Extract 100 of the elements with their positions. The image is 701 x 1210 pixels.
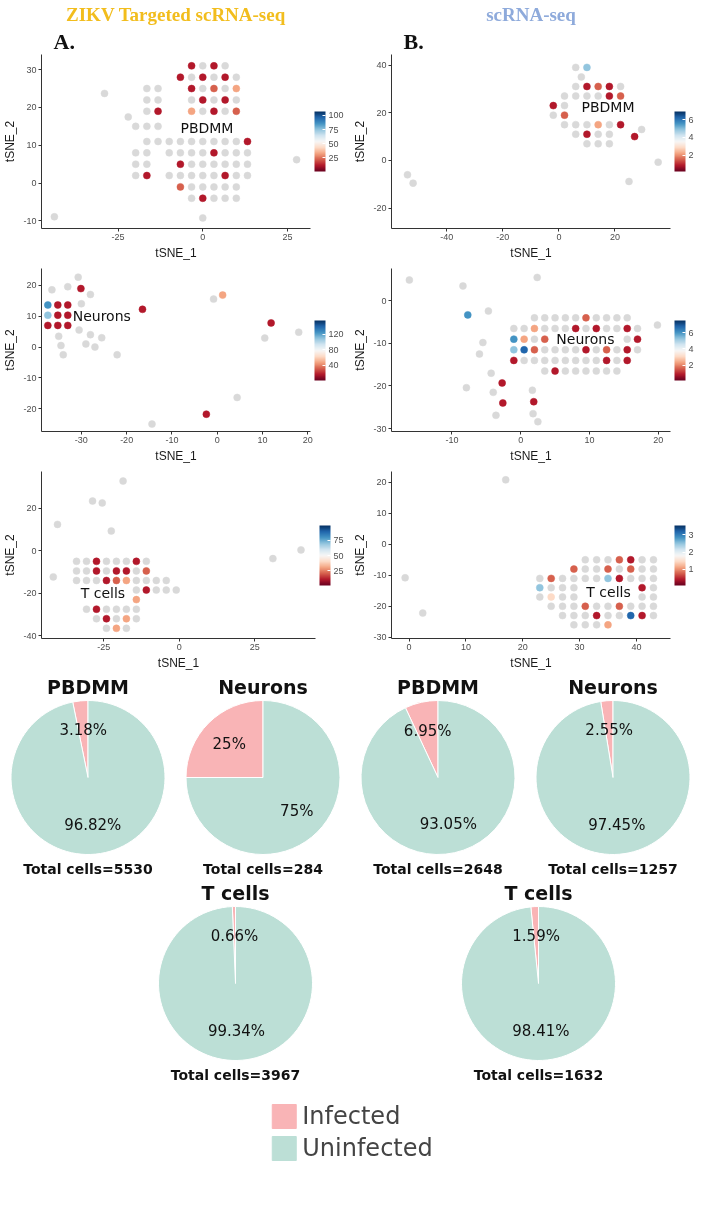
annotation: PBDMM bbox=[581, 98, 635, 115]
y-tick-label: -10 bbox=[373, 570, 387, 581]
chart-title: T cells bbox=[201, 881, 270, 904]
y-tick-label: -30 bbox=[373, 632, 387, 643]
chart-title: T cells bbox=[504, 881, 573, 904]
data-label: 75% bbox=[280, 802, 314, 821]
annotation: Neurons bbox=[72, 308, 131, 325]
y-axis-title: tSNE_2 bbox=[3, 120, 18, 163]
y-tick-label: 0 bbox=[381, 539, 387, 550]
text: Total cells=2648 bbox=[373, 860, 503, 877]
x-tick-label: 20 bbox=[302, 434, 313, 445]
x-tick-label: 10 bbox=[460, 641, 471, 652]
y-tick-label: -20 bbox=[23, 588, 37, 599]
x-tick-label: 25 bbox=[282, 231, 293, 242]
color-bar-label: 6 bbox=[688, 114, 694, 125]
x-tick-label: 10 bbox=[257, 434, 268, 445]
x-tick-label: 20 bbox=[517, 641, 528, 652]
x-tick-label: -20 bbox=[496, 231, 510, 242]
x-tick-label: -10 bbox=[445, 434, 459, 445]
text: Total cells=284 bbox=[203, 860, 324, 877]
color-bar-label: 120 bbox=[328, 329, 344, 340]
y-axis-title: tSNE_2 bbox=[3, 534, 18, 576]
color-bar-label: 75 bbox=[333, 535, 344, 546]
chart-title: ZIKV Targeted scRNA-seq bbox=[66, 3, 286, 25]
legend-label: Uninfected bbox=[302, 1133, 433, 1163]
annotation: Neurons bbox=[556, 330, 615, 347]
y-tick-label: 20 bbox=[26, 280, 37, 291]
data-label: 99.34% bbox=[207, 1022, 266, 1041]
y-tick-label: 40 bbox=[376, 60, 387, 70]
chart-title: PBDMM bbox=[397, 675, 479, 698]
x-tick-label: -25 bbox=[111, 231, 125, 242]
color-bar-label: 6 bbox=[688, 327, 694, 338]
x-tick-label: 0 bbox=[214, 434, 220, 445]
text: Total cells=5530 bbox=[23, 860, 154, 877]
y-axis-title: tSNE_2 bbox=[353, 329, 368, 371]
legend-label: Infected bbox=[302, 1101, 401, 1131]
x-tick-label: -10 bbox=[165, 434, 179, 445]
x-tick-label: 0 bbox=[176, 641, 182, 652]
chart-subtitle: A. bbox=[53, 28, 75, 54]
x-tick-label: -30 bbox=[74, 434, 88, 445]
data-label: 97.45% bbox=[588, 816, 646, 835]
data-label: 6.95% bbox=[403, 721, 452, 740]
x-axis-title: tSNE_1 bbox=[510, 655, 552, 670]
text: Total cells=3967 bbox=[170, 1066, 301, 1083]
x-axis-title: tSNE_1 bbox=[510, 245, 552, 260]
annotation: PBDMM bbox=[180, 119, 234, 136]
x-tick-label: 0 bbox=[518, 434, 524, 445]
y-tick-label: 10 bbox=[26, 311, 37, 322]
y-tick-label: 0 bbox=[381, 295, 387, 306]
color-bar-label: 50 bbox=[333, 550, 344, 561]
x-axis-title: tSNE_1 bbox=[157, 655, 200, 670]
chart-title: PBDMM bbox=[47, 675, 129, 698]
annotation: T cells bbox=[79, 585, 126, 602]
data-label: 98.41% bbox=[512, 1022, 570, 1041]
x-tick-label: 20 bbox=[609, 231, 620, 242]
y-tick-label: -10 bbox=[23, 372, 37, 383]
y-tick-label: 30 bbox=[26, 64, 37, 75]
annotation: T cells bbox=[585, 584, 631, 601]
y-axis-title: tSNE_2 bbox=[353, 534, 368, 576]
text: Total cells=1257 bbox=[548, 860, 678, 877]
x-tick-label: -20 bbox=[120, 434, 134, 445]
y-tick-label: 0 bbox=[31, 178, 37, 189]
color-bar-label: 3 bbox=[688, 529, 694, 540]
x-axis-title: tSNE_1 bbox=[155, 245, 197, 260]
data-label: 93.05% bbox=[419, 815, 477, 834]
data-label: 96.82% bbox=[64, 816, 122, 834]
y-tick-label: 0 bbox=[31, 545, 37, 556]
x-tick-label: 40 bbox=[631, 641, 642, 652]
x-tick-label: 0 bbox=[406, 641, 412, 652]
data-label: 2.55% bbox=[585, 720, 634, 739]
chart-title: scRNA-seq bbox=[486, 3, 577, 25]
y-tick-label: -20 bbox=[373, 380, 387, 391]
y-tick-label: 10 bbox=[26, 140, 37, 151]
chart-title: Neurons bbox=[568, 675, 658, 698]
x-axis-title: tSNE_1 bbox=[510, 448, 552, 463]
data-label: 25% bbox=[212, 734, 246, 753]
x-tick-label: -40 bbox=[440, 231, 454, 242]
y-tick-label: -20 bbox=[373, 601, 387, 612]
x-tick-label: -25 bbox=[97, 641, 111, 652]
x-tick-label: 30 bbox=[574, 641, 585, 652]
y-tick-label: -10 bbox=[23, 215, 37, 226]
y-tick-label: 20 bbox=[376, 107, 387, 118]
text: Total cells=1632 bbox=[473, 1066, 604, 1083]
color-bar-label: 4 bbox=[688, 343, 694, 354]
x-tick-label: 10 bbox=[584, 434, 595, 445]
color-bar-label: 100 bbox=[328, 110, 344, 121]
y-tick-label: -40 bbox=[23, 630, 37, 641]
x-tick-label: 20 bbox=[653, 434, 664, 445]
y-tick-label: 0 bbox=[381, 155, 387, 166]
chart-subtitle: B. bbox=[403, 28, 424, 54]
y-tick-label: 20 bbox=[26, 102, 37, 113]
data-label: 0.66% bbox=[210, 926, 259, 945]
x-tick-label: 0 bbox=[556, 231, 562, 242]
color-bar-label: 25 bbox=[333, 565, 344, 576]
chart-title: Neurons bbox=[218, 675, 308, 698]
color-bar-label: 2 bbox=[688, 547, 694, 558]
y-tick-label: -20 bbox=[373, 203, 387, 214]
color-bar-label: 4 bbox=[688, 132, 694, 143]
data-label: 3.18% bbox=[59, 721, 108, 739]
x-tick-label: 25 bbox=[249, 641, 260, 652]
